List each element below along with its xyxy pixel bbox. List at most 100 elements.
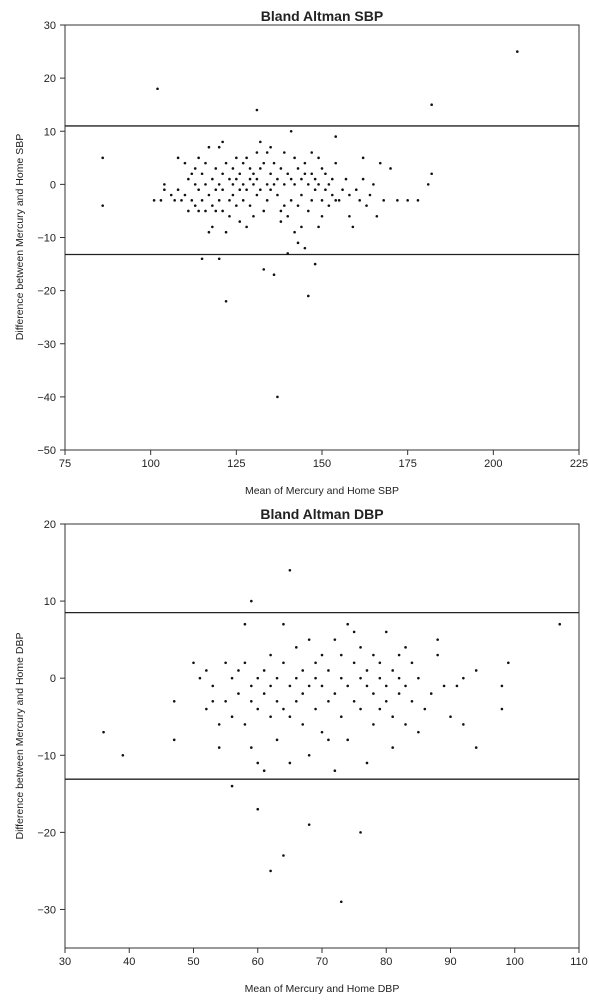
data-point xyxy=(269,653,272,657)
data-point xyxy=(272,273,276,276)
data-point xyxy=(310,199,314,202)
data-point xyxy=(235,204,238,207)
data-point xyxy=(221,209,224,213)
data-point xyxy=(365,684,369,688)
data-point xyxy=(295,700,298,703)
data-point xyxy=(333,692,337,695)
x-tick-label: 100 xyxy=(141,458,159,470)
x-axis-label: Mean of Mercury and Home DBP xyxy=(245,983,400,995)
y-tick-label: −20 xyxy=(37,827,56,839)
dbp-chart: Bland Altman DBP Mean of Mercury and Hom… xyxy=(0,500,589,997)
data-point xyxy=(348,214,351,218)
data-point xyxy=(303,161,307,165)
y-tick-label: 0 xyxy=(50,179,56,191)
data-point xyxy=(272,161,276,165)
chart-title: Bland Altman DBP xyxy=(260,506,383,522)
data-point xyxy=(359,676,362,680)
data-point xyxy=(190,199,194,202)
chart-title: Bland Altman SBP xyxy=(261,8,383,24)
data-point xyxy=(396,199,399,202)
y-tick-label: −40 xyxy=(37,392,56,404)
data-point xyxy=(307,823,311,826)
data-point xyxy=(339,653,343,657)
data-point xyxy=(241,161,245,165)
data-point xyxy=(389,167,392,170)
data-point xyxy=(180,199,183,202)
data-point xyxy=(352,700,356,703)
data-point xyxy=(228,177,231,181)
data-point xyxy=(231,167,235,170)
data-point xyxy=(241,199,245,202)
data-point xyxy=(429,692,433,695)
sbp-chart: Bland Altman SBP Mean of Mercury and Hom… xyxy=(0,0,589,500)
data-point xyxy=(351,225,355,229)
data-point xyxy=(282,707,285,711)
data-point xyxy=(404,684,407,688)
data-point xyxy=(293,183,296,186)
data-point xyxy=(372,692,375,695)
data-point xyxy=(339,900,343,904)
data-point xyxy=(295,676,298,680)
data-point xyxy=(217,723,221,726)
data-point xyxy=(346,684,350,688)
data-point xyxy=(237,692,240,695)
data-point xyxy=(217,183,221,186)
data-point xyxy=(204,209,207,213)
data-point xyxy=(410,661,414,665)
data-point xyxy=(391,715,394,719)
data-point xyxy=(289,199,293,202)
data-point xyxy=(269,684,272,688)
data-point xyxy=(243,622,247,626)
x-tick-label: 200 xyxy=(484,458,502,470)
x-axis-label: Mean of Mercury and Home SBP xyxy=(245,485,399,497)
data-point xyxy=(256,676,260,680)
data-point xyxy=(327,738,330,742)
data-point xyxy=(310,151,314,154)
data-point xyxy=(436,653,439,657)
data-point xyxy=(558,622,562,626)
data-point xyxy=(275,738,279,742)
data-point xyxy=(245,156,248,160)
y-tick-label: −20 xyxy=(37,286,56,298)
data-point xyxy=(361,177,365,181)
data-point xyxy=(221,172,224,176)
data-point xyxy=(330,177,334,181)
data-point xyxy=(348,193,351,197)
data-point xyxy=(320,730,324,734)
data-point xyxy=(221,188,224,191)
data-point xyxy=(259,167,262,170)
reference-lines xyxy=(65,125,579,256)
x-tick-label: 225 xyxy=(570,458,588,470)
data-point xyxy=(288,715,292,719)
data-points xyxy=(101,50,519,399)
data-point xyxy=(359,646,362,649)
data-point xyxy=(238,172,242,176)
data-point xyxy=(384,630,388,634)
y-tick-label: −30 xyxy=(37,904,56,916)
data-point xyxy=(430,103,433,106)
data-point xyxy=(320,684,324,688)
data-point xyxy=(295,646,298,649)
data-point xyxy=(235,177,238,181)
data-point xyxy=(252,214,255,218)
data-point xyxy=(307,684,311,688)
data-point xyxy=(272,183,276,186)
data-point xyxy=(365,761,369,765)
x-tick-label: 110 xyxy=(570,956,588,968)
data-point xyxy=(283,183,286,186)
data-point xyxy=(516,50,519,53)
data-point xyxy=(211,684,215,688)
data-point xyxy=(324,172,327,176)
data-point xyxy=(307,638,311,641)
data-point xyxy=(224,700,227,703)
y-axis-label: Difference between Mercury and Home SBP xyxy=(14,134,26,340)
y-tick-label: −30 xyxy=(37,339,56,351)
data-point xyxy=(176,156,180,160)
data-point xyxy=(474,746,478,749)
data-point xyxy=(214,209,218,213)
data-point xyxy=(310,172,314,176)
data-point xyxy=(176,188,180,191)
y-tick-label: −50 xyxy=(37,445,56,457)
data-point xyxy=(282,622,285,626)
